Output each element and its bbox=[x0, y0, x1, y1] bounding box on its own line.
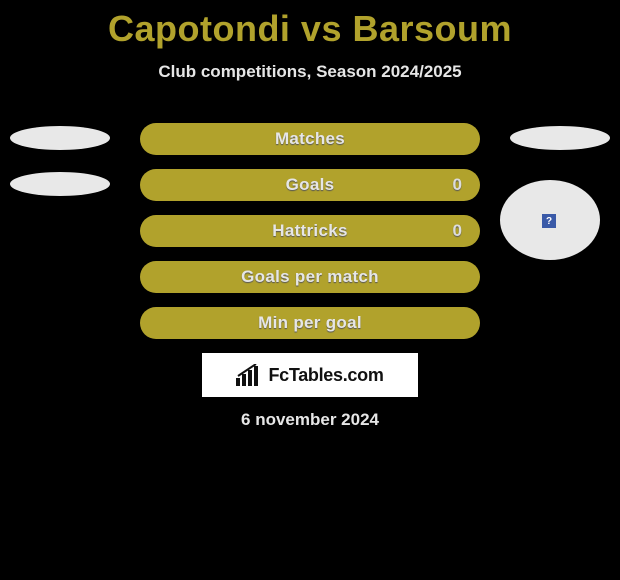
stat-pill: Goals per match bbox=[140, 261, 480, 293]
subtitle: Club competitions, Season 2024/2025 bbox=[0, 62, 620, 82]
stat-label: Matches bbox=[140, 129, 480, 149]
stat-label: Goals bbox=[140, 175, 480, 195]
stat-label: Min per goal bbox=[140, 313, 480, 333]
logo-text: FcTables.com bbox=[268, 365, 383, 386]
stat-pill: Goals0 bbox=[140, 169, 480, 201]
stat-value-right: 0 bbox=[453, 175, 462, 195]
question-icon: ? bbox=[542, 214, 556, 228]
stat-row: Matches bbox=[0, 118, 620, 164]
stat-pill: Matches bbox=[140, 123, 480, 155]
stat-value-right: 0 bbox=[453, 221, 462, 241]
date-text: 6 november 2024 bbox=[0, 410, 620, 430]
value-ellipse-right bbox=[510, 126, 610, 150]
stat-row: Min per goal bbox=[0, 302, 620, 348]
page-title: Capotondi vs Barsoum bbox=[0, 0, 620, 50]
stat-row: Goals per match bbox=[0, 256, 620, 302]
fctables-logo[interactable]: FcTables.com bbox=[202, 353, 418, 397]
stat-pill: Min per goal bbox=[140, 307, 480, 339]
chart-icon bbox=[236, 364, 262, 386]
avatar-circle-right: ? bbox=[500, 180, 600, 260]
stat-pill: Hattricks0 bbox=[140, 215, 480, 247]
value-ellipse-left bbox=[10, 172, 110, 196]
stat-label: Goals per match bbox=[140, 267, 480, 287]
value-ellipse-left bbox=[10, 126, 110, 150]
stat-label: Hattricks bbox=[140, 221, 480, 241]
